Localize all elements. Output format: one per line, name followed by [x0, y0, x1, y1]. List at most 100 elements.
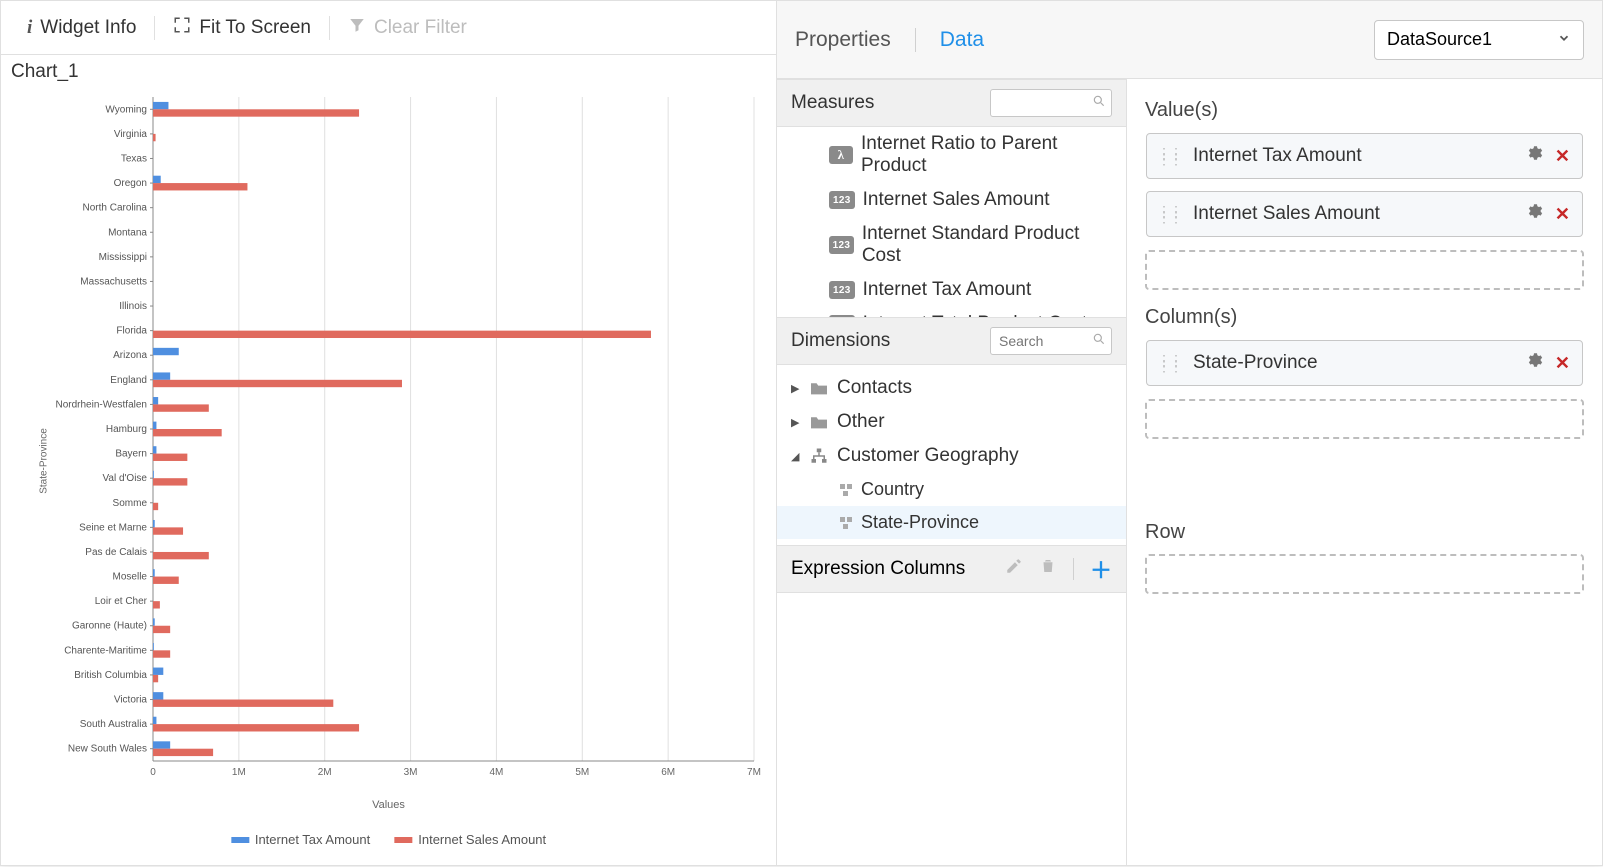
chart-panel: Chart_1 State-Province 01M2M3M4M5M6M7MWy…: [1, 55, 776, 867]
measures-list: λ Internet Ratio to Parent Product 123Inte…: [777, 127, 1126, 317]
widget-info-label: Widget Info: [40, 17, 136, 39]
value-chip[interactable]: ⋮⋮⋮⋮ Internet Tax Amount ✕: [1146, 133, 1583, 179]
chip-label: State-Province: [1193, 352, 1513, 374]
rows-dropzone[interactable]: [1145, 554, 1584, 594]
fit-screen-icon: [173, 16, 191, 40]
columns-section-title: Column(s): [1145, 306, 1584, 329]
tab-properties[interactable]: Properties: [795, 28, 891, 52]
legend-item: Internet Tax Amount: [231, 832, 370, 847]
dimensions-header: Dimensions: [777, 317, 1126, 365]
svg-text:3M: 3M: [404, 767, 418, 778]
legend-item: Internet Sales Amount: [394, 832, 546, 847]
add-expression-button[interactable]: ＋: [1090, 553, 1112, 585]
info-icon: i: [27, 17, 32, 39]
settings-button[interactable]: [1525, 202, 1543, 226]
caret-right-icon: ▶: [791, 382, 801, 395]
svg-text:British Columbia: British Columbia: [74, 670, 147, 681]
value-chip[interactable]: ⋮⋮⋮⋮ Internet Sales Amount ✕: [1146, 191, 1583, 237]
legend-label: Internet Tax Amount: [255, 832, 370, 847]
values-chip-list: ⋮⋮⋮⋮ Internet Tax Amount ✕ ⋮⋮⋮⋮ Internet …: [1145, 132, 1584, 250]
measure-label: Internet Standard Product Cost: [862, 223, 1112, 267]
toolbar-separator: [329, 16, 330, 40]
svg-text:Loir et Cher: Loir et Cher: [95, 596, 148, 607]
svg-text:6M: 6M: [661, 767, 675, 778]
dimension-child-item[interactable]: Country: [777, 473, 1126, 506]
tab-data[interactable]: Data: [940, 28, 984, 52]
toolbar-separator: [154, 16, 155, 40]
svg-text:South Australia: South Australia: [80, 719, 148, 730]
svg-text:Val d'Oise: Val d'Oise: [102, 473, 147, 484]
svg-text:Moselle: Moselle: [113, 572, 148, 583]
node-icon: [839, 516, 853, 530]
search-icon: [1092, 330, 1106, 352]
measure-item[interactable]: 123Internet Total Product Cost: [777, 307, 1126, 317]
designer-tabs: Properties Data DataSource1: [777, 1, 1602, 79]
delete-expression-button[interactable]: [1039, 557, 1057, 581]
svg-text:4M: 4M: [489, 767, 503, 778]
chart-plot-area: 01M2M3M4M5M6M7MWyomingVirginiaTexasOrego…: [43, 93, 764, 787]
dimension-tree-item[interactable]: ▶ Other: [777, 405, 1126, 439]
measure-type-icon: λ: [829, 146, 853, 164]
column-chip[interactable]: ⋮⋮⋮⋮ State-Province ✕: [1146, 340, 1583, 386]
svg-text:Texas: Texas: [121, 153, 147, 164]
svg-text:Illinois: Illinois: [119, 301, 147, 312]
rows-section-title: Row: [1145, 521, 1584, 544]
hier-icon: [809, 447, 829, 465]
caret-right-icon: ▶: [791, 416, 801, 429]
svg-text:North Carolina: North Carolina: [83, 203, 148, 214]
measure-label: Internet Ratio to Parent Product: [861, 133, 1112, 177]
fit-to-screen-button[interactable]: Fit To Screen: [163, 16, 321, 40]
datasource-select[interactable]: DataSource1: [1374, 20, 1584, 60]
legend-swatch-icon: [231, 837, 249, 843]
svg-text:Charente-Maritime: Charente-Maritime: [64, 645, 147, 656]
remove-button[interactable]: ✕: [1555, 146, 1570, 167]
measure-item[interactable]: λ Internet Ratio to Parent Product: [777, 127, 1126, 183]
columns-dropzone[interactable]: [1145, 399, 1584, 439]
node-icon: [839, 483, 853, 497]
binding-column: Value(s) ⋮⋮⋮⋮ Internet Tax Amount ✕⋮⋮⋮⋮ …: [1127, 79, 1602, 865]
measure-item[interactable]: 123Internet Standard Product Cost: [777, 217, 1126, 273]
dimension-child-item[interactable]: State-Province: [777, 506, 1126, 539]
measure-item[interactable]: 123Internet Sales Amount: [777, 183, 1126, 217]
measures-title: Measures: [791, 92, 874, 114]
remove-button[interactable]: ✕: [1555, 353, 1570, 374]
svg-text:Bayern: Bayern: [115, 449, 147, 460]
dimension-tree-item[interactable]: ▶ Contacts: [777, 371, 1126, 405]
clear-filter-button[interactable]: Clear Filter: [338, 16, 477, 40]
columns-chip-list: ⋮⋮⋮⋮ State-Province ✕: [1145, 339, 1584, 399]
legend-swatch-icon: [394, 837, 412, 843]
dimension-child-label: Country: [861, 479, 924, 500]
x-axis-label: Values: [372, 799, 405, 811]
remove-button[interactable]: ✕: [1555, 204, 1570, 225]
folder-icon: [809, 380, 829, 396]
measures-header: Measures: [777, 79, 1126, 127]
fields-column: Measures λ Internet Ratio to Parent Produ…: [777, 79, 1127, 865]
svg-text:New South Wales: New South Wales: [68, 744, 147, 755]
values-dropzone[interactable]: [1145, 250, 1584, 290]
svg-text:0: 0: [150, 767, 156, 778]
svg-text:Massachusetts: Massachusetts: [80, 276, 147, 287]
filter-icon: [348, 16, 366, 40]
settings-button[interactable]: [1525, 144, 1543, 168]
measure-item[interactable]: 123Internet Tax Amount: [777, 273, 1126, 307]
dimension-label: Other: [837, 411, 885, 433]
widget-info-button[interactable]: i Widget Info: [17, 17, 146, 39]
chevron-down-icon: [1557, 29, 1571, 50]
drag-handle-icon: ⋮⋮⋮⋮: [1157, 357, 1181, 369]
measure-label: Internet Tax Amount: [863, 279, 1032, 301]
svg-text:Hamburg: Hamburg: [106, 424, 147, 435]
dimension-label: Customer Geography: [837, 445, 1019, 467]
settings-button[interactable]: [1525, 351, 1543, 375]
dimension-child-label: State-Province: [861, 512, 979, 533]
folder-icon: [809, 414, 829, 430]
expression-columns-header: Expression Columns ＋: [777, 545, 1126, 593]
designer-panel: Properties Data DataSource1 Measures: [776, 1, 1602, 865]
expression-columns-title: Expression Columns: [791, 558, 965, 580]
edit-expression-button[interactable]: [1005, 557, 1023, 581]
svg-text:Garonne (Haute): Garonne (Haute): [72, 621, 147, 632]
search-icon: [1092, 92, 1106, 114]
legend-label: Internet Sales Amount: [418, 832, 546, 847]
caret-down-icon: ◢: [791, 450, 801, 463]
svg-text:Wyoming: Wyoming: [105, 104, 147, 115]
dimension-tree-item[interactable]: ◢ Customer Geography: [777, 439, 1126, 473]
